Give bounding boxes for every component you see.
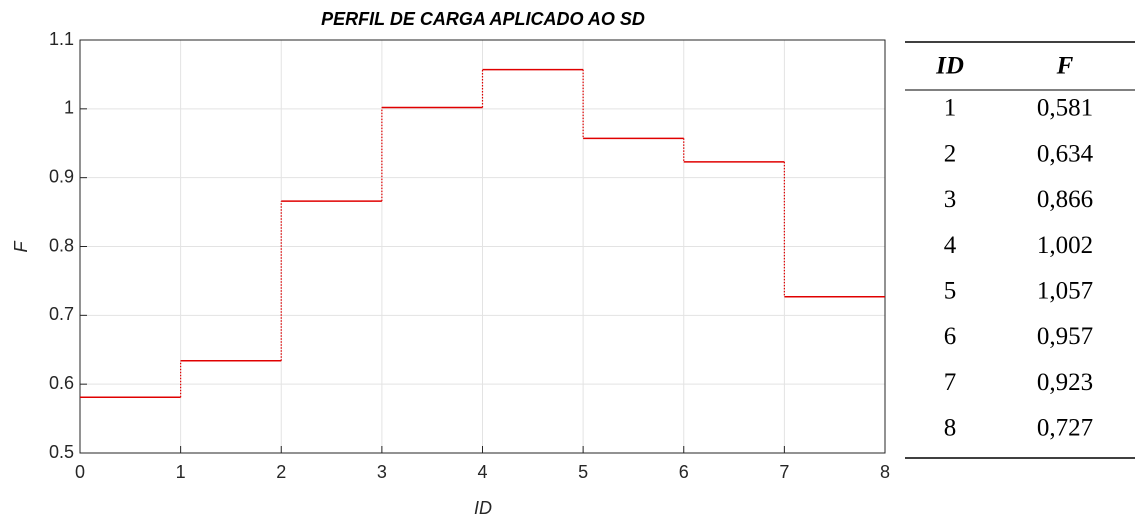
x-tick-label: 7 (779, 462, 789, 482)
x-axis-label: ID (474, 498, 492, 518)
table-cell: 0,581 (1037, 95, 1093, 122)
y-tick-label: 0.9 (49, 166, 74, 186)
table-cell: 1,002 (1037, 232, 1093, 259)
table-header: ID (935, 53, 964, 80)
table-cell: 1,057 (1037, 278, 1093, 305)
table-cell: 0,957 (1037, 323, 1093, 350)
x-tick-label: 0 (75, 462, 85, 482)
x-tick-label: 5 (578, 462, 588, 482)
x-tick-label: 4 (477, 462, 487, 482)
table-cell: 0,866 (1037, 186, 1093, 213)
table-cell: 1 (944, 95, 957, 122)
table-header: F (1056, 53, 1074, 80)
table-cell: 0,727 (1037, 415, 1093, 442)
table-cell: 7 (944, 369, 957, 396)
table-cell: 8 (944, 415, 957, 442)
table-cell: 0,923 (1037, 369, 1093, 396)
y-tick-label: 1 (64, 98, 74, 118)
axes-box (79, 39, 886, 454)
y-tick-label: 1.1 (49, 29, 74, 49)
y-tick-label: 0.8 (49, 235, 74, 255)
y-axis-label: F (11, 241, 31, 253)
table-cell: 5 (944, 278, 957, 305)
x-tick-label: 1 (176, 462, 186, 482)
table-cell: 6 (944, 323, 957, 350)
table-cell: 3 (944, 186, 957, 213)
y-tick-label: 0.6 (49, 373, 74, 393)
table-cell: 4 (944, 232, 957, 259)
y-tick-label: 0.7 (49, 304, 74, 324)
x-tick-label: 2 (276, 462, 286, 482)
x-tick-label: 8 (880, 462, 890, 482)
table-cell: 2 (944, 140, 957, 167)
table-cell: 0,634 (1037, 140, 1094, 167)
x-tick-label: 3 (377, 462, 387, 482)
y-tick-label: 0.5 (49, 442, 74, 462)
x-tick-label: 6 (679, 462, 689, 482)
chart-title: PERFIL DE CARGA APLICADO AO SD (321, 9, 645, 29)
